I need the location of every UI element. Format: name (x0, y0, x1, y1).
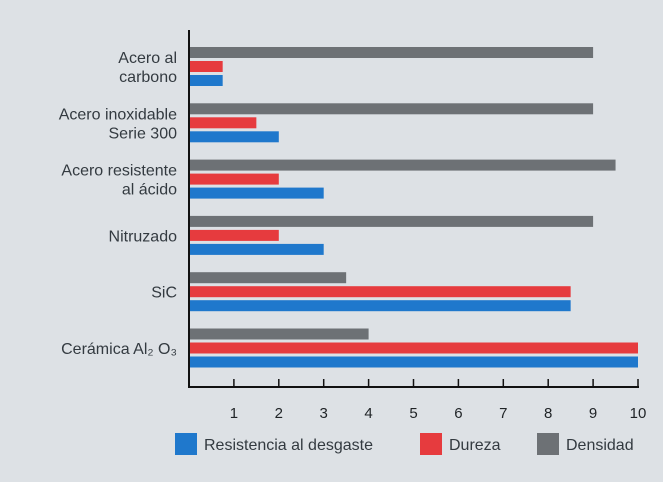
x-tick-labels: 1 2 3 4 5 6 7 8 9 10 (230, 405, 647, 422)
legend-swatch-2 (537, 433, 559, 455)
bar-densidad-3 (189, 215, 594, 227)
x-tick-label-7: 7 (499, 405, 507, 422)
axes (188, 30, 639, 388)
bar-densidad-5 (189, 328, 369, 340)
bar-dureza-2 (189, 173, 279, 185)
bar-resistencia-al-desgaste-2 (189, 187, 324, 199)
category-labels: Acero al carbono Acero inoxidable Serie 300… (59, 50, 177, 358)
legend: Resistencia al desgaste Dureza Densidad (175, 433, 634, 455)
bar-dureza-4 (189, 286, 571, 298)
category-label-4: SiC (151, 285, 177, 302)
bar-densidad-2 (189, 159, 616, 171)
bar-densidad-1 (189, 103, 594, 115)
legend-label-2: Densidad (566, 437, 634, 454)
bar-resistencia-al-desgaste-5 (189, 356, 638, 368)
legend-swatch-1 (420, 433, 442, 455)
category-label-1: Acero inoxidable Serie 300 (59, 106, 177, 142)
legend-label-1: Dureza (449, 437, 501, 454)
bar-dureza-3 (189, 229, 279, 241)
legend-swatch-0 (175, 433, 197, 455)
bars-group (189, 47, 638, 368)
category-label-5: Cerámica Al₂ O₃ (61, 341, 177, 358)
bar-resistencia-al-desgaste-1 (189, 131, 279, 143)
bar-resistencia-al-desgaste-3 (189, 243, 324, 255)
x-tick-label-6: 6 (454, 405, 462, 422)
x-tick-label-8: 8 (544, 405, 552, 422)
category-label-3: Nitruzado (109, 228, 178, 245)
bar-dureza-0 (189, 61, 223, 72)
bar-dureza-1 (189, 117, 257, 129)
bar-densidad-4 (189, 272, 347, 284)
x-tick-label-3: 3 (320, 405, 328, 422)
bar-dureza-5 (189, 342, 638, 354)
x-tick-label-2: 2 (275, 405, 283, 422)
x-tick-label-4: 4 (364, 405, 372, 422)
category-label-0: Acero al carbono (118, 50, 177, 86)
bar-resistencia-al-desgaste-4 (189, 300, 571, 312)
x-tick-label-5: 5 (409, 405, 417, 422)
x-tick-label-1: 1 (230, 405, 238, 422)
bar-densidad-0 (189, 47, 594, 58)
x-tick-label-10: 10 (630, 405, 647, 422)
bar-resistencia-al-desgaste-0 (189, 75, 223, 86)
category-label-2: Acero resistente al ácido (61, 163, 177, 199)
x-tick-label-9: 9 (589, 405, 597, 422)
legend-label-0: Resistencia al desgaste (204, 437, 373, 454)
